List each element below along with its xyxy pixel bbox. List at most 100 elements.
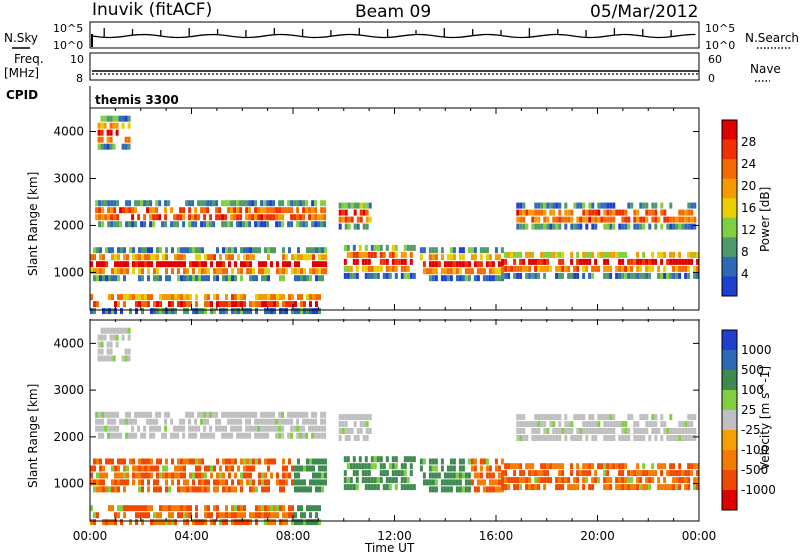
velocity-cell bbox=[101, 432, 105, 439]
velocity-cell bbox=[201, 458, 204, 465]
power-ytick-label: 2000 bbox=[53, 218, 84, 232]
velocity-cell bbox=[461, 486, 465, 493]
power-cell bbox=[603, 223, 607, 230]
velocity-cell bbox=[255, 486, 258, 493]
velocity-cell bbox=[346, 456, 350, 463]
velocity-cell bbox=[678, 470, 682, 477]
power-cell bbox=[621, 272, 625, 279]
velocity-cell bbox=[654, 421, 658, 428]
velocity-cell bbox=[300, 505, 303, 512]
velocity-cell bbox=[516, 477, 520, 484]
velocity-cell bbox=[657, 463, 661, 470]
velocity-cell bbox=[267, 505, 270, 512]
velocity-cell bbox=[103, 327, 107, 334]
power-cell bbox=[693, 251, 697, 258]
velocity-cell bbox=[135, 465, 138, 472]
nave-tick-0: 0 bbox=[708, 72, 715, 85]
velocity-cell bbox=[525, 484, 529, 491]
power-cell bbox=[394, 258, 398, 265]
power-cell bbox=[192, 261, 195, 268]
power-cell bbox=[195, 308, 198, 315]
power-cell bbox=[312, 268, 315, 275]
velocity-cell bbox=[370, 477, 374, 484]
velocity-cell bbox=[612, 435, 616, 441]
power-colorbar-swatch bbox=[722, 198, 737, 219]
velocity-cell bbox=[266, 418, 270, 425]
velocity-cell bbox=[263, 432, 267, 439]
velocity-cell bbox=[224, 425, 228, 432]
velocity-cell bbox=[464, 486, 468, 493]
velocity-cell bbox=[209, 411, 213, 418]
velocity-cell bbox=[370, 456, 374, 463]
velocity-cell bbox=[606, 477, 610, 484]
velocity-cell bbox=[182, 425, 186, 432]
power-cell bbox=[93, 247, 96, 254]
power-cell bbox=[186, 308, 189, 315]
power-cell bbox=[285, 268, 288, 275]
velocity-cell bbox=[144, 472, 147, 479]
velocity-cell bbox=[467, 458, 471, 465]
power-cell bbox=[370, 251, 374, 258]
power-cell bbox=[105, 308, 108, 315]
power-cell bbox=[431, 254, 435, 261]
velocity-cell bbox=[621, 484, 625, 491]
power-cell bbox=[306, 247, 309, 254]
freq-label-line2: [MHz] bbox=[4, 66, 39, 80]
power-cell bbox=[320, 207, 324, 214]
power-cell bbox=[123, 247, 126, 254]
velocity-cell bbox=[621, 470, 625, 477]
power-cell bbox=[159, 275, 162, 282]
power-cell bbox=[323, 200, 327, 207]
power-cell bbox=[264, 275, 267, 282]
power-cell bbox=[276, 294, 279, 301]
power-cell bbox=[660, 258, 664, 265]
power-cell bbox=[516, 202, 520, 209]
velocity-cell bbox=[355, 470, 359, 477]
velocity-cell bbox=[194, 418, 198, 425]
power-cell bbox=[693, 265, 697, 272]
power-cell bbox=[600, 216, 604, 223]
power-cell bbox=[153, 275, 156, 282]
power-cell bbox=[564, 209, 568, 216]
velocity-cell bbox=[693, 484, 697, 491]
velocity-cell bbox=[624, 421, 628, 428]
power-cell bbox=[591, 265, 595, 272]
velocity-cell bbox=[264, 486, 267, 493]
power-cell bbox=[391, 244, 395, 251]
velocity-cell bbox=[320, 418, 324, 425]
velocity-cell bbox=[180, 458, 183, 465]
power-cell bbox=[183, 247, 186, 254]
velocity-cell bbox=[135, 505, 138, 512]
velocity-cell bbox=[422, 472, 426, 479]
velocity-cell bbox=[419, 458, 423, 465]
power-cell bbox=[400, 265, 404, 272]
power-cell bbox=[121, 115, 125, 122]
velocity-cell bbox=[207, 512, 210, 519]
velocity-cell bbox=[522, 435, 526, 441]
power-cell bbox=[231, 275, 234, 282]
power-cell bbox=[96, 247, 99, 254]
velocity-cell bbox=[108, 458, 111, 465]
power-cell bbox=[138, 261, 141, 268]
velocity-cell bbox=[294, 479, 297, 486]
velocity-cell bbox=[627, 484, 631, 491]
velocity-cell bbox=[567, 421, 571, 428]
velocity-ytick-label: 3000 bbox=[53, 383, 84, 397]
velocity-cell bbox=[558, 421, 562, 428]
velocity-cell bbox=[278, 432, 282, 439]
power-cell bbox=[570, 258, 574, 265]
velocity-x-ticks bbox=[89, 319, 700, 521]
velocity-cell bbox=[669, 428, 673, 434]
velocity-cell bbox=[194, 432, 198, 439]
velocity-cell bbox=[678, 421, 682, 428]
power-cell bbox=[258, 247, 261, 254]
power-cell bbox=[296, 214, 300, 221]
velocity-cell bbox=[368, 414, 372, 421]
velocity-cell bbox=[297, 479, 300, 486]
velocity-cell bbox=[206, 418, 210, 425]
power-cell bbox=[434, 268, 438, 275]
velocity-cell bbox=[353, 421, 357, 428]
power-cell bbox=[516, 216, 520, 223]
power-cell bbox=[291, 268, 294, 275]
velocity-cell bbox=[525, 477, 529, 484]
